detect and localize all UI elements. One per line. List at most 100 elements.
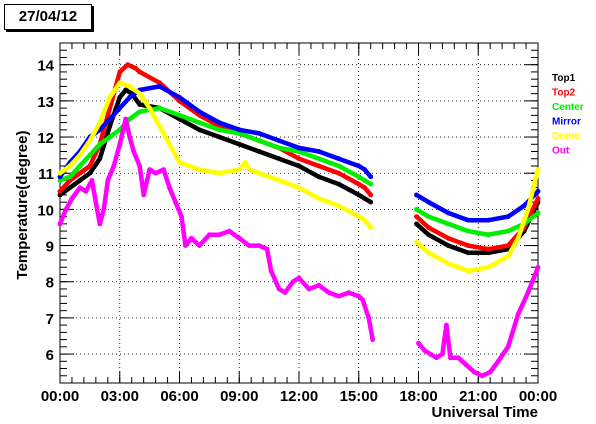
data-point-mirror bbox=[57, 174, 63, 180]
data-point-dome bbox=[77, 152, 83, 158]
data-point-center bbox=[276, 145, 282, 151]
data-point-center bbox=[414, 207, 419, 212]
data-point-out bbox=[256, 243, 262, 249]
data-point-top2 bbox=[107, 105, 113, 111]
data-point-out bbox=[282, 290, 288, 295]
data-point-center bbox=[368, 181, 374, 187]
x-tick-label: 12:00 bbox=[280, 388, 318, 405]
data-point-dome bbox=[57, 170, 63, 176]
data-point-out bbox=[117, 141, 123, 147]
data-point-center bbox=[505, 228, 511, 234]
data-point-out bbox=[346, 290, 352, 295]
data-point-center bbox=[57, 178, 63, 183]
data-point-out bbox=[161, 167, 167, 173]
data-point-dome bbox=[137, 91, 143, 96]
data-point-top1 bbox=[197, 127, 202, 133]
data-point-out bbox=[179, 214, 184, 220]
data-point-center bbox=[535, 210, 541, 216]
data-point-out bbox=[89, 178, 95, 183]
y-tick-label: 12 bbox=[37, 130, 54, 147]
series-line-center bbox=[57, 105, 373, 187]
data-point-mirror bbox=[336, 156, 342, 162]
data-point-mirror bbox=[256, 131, 262, 136]
data-point-out bbox=[444, 322, 449, 328]
data-point-top2 bbox=[133, 65, 139, 71]
x-tick-label: 09:00 bbox=[220, 388, 258, 405]
data-point-center bbox=[127, 116, 133, 122]
data-point-mirror bbox=[426, 199, 431, 205]
data-point-out bbox=[448, 355, 453, 361]
data-point-mirror bbox=[465, 217, 471, 223]
data-point-mirror bbox=[362, 167, 368, 173]
data-point-out bbox=[207, 232, 212, 238]
data-point-top1 bbox=[137, 102, 143, 107]
data-point-top1 bbox=[368, 199, 374, 205]
data-point-out bbox=[422, 348, 427, 353]
data-point-out bbox=[495, 358, 501, 364]
data-point-dome bbox=[246, 167, 252, 173]
data-point-out bbox=[487, 369, 493, 375]
data-point-dome bbox=[187, 163, 192, 169]
data-point-center bbox=[356, 174, 362, 180]
data-point-out bbox=[440, 351, 445, 357]
data-point-top2 bbox=[57, 188, 63, 194]
data-point-out bbox=[455, 355, 461, 361]
data-point-out bbox=[290, 279, 296, 285]
x-tick-label: 00:00 bbox=[41, 388, 79, 405]
data-point-top1 bbox=[216, 134, 222, 140]
data-point-out bbox=[63, 207, 69, 212]
data-point-out bbox=[77, 185, 83, 191]
data-point-out bbox=[57, 221, 63, 227]
data-point-out bbox=[105, 178, 111, 183]
y-tick-label: 11 bbox=[38, 166, 54, 183]
data-point-top1 bbox=[336, 181, 342, 187]
data-point-out bbox=[296, 275, 302, 281]
y-tick-label: 13 bbox=[37, 94, 54, 111]
data-point-out bbox=[137, 163, 143, 169]
data-point-center bbox=[485, 232, 491, 238]
data-point-mirror bbox=[117, 105, 123, 111]
data-point-top1 bbox=[296, 163, 302, 169]
series-line-mirror bbox=[414, 189, 541, 223]
legend-item-dome: Dome bbox=[552, 131, 580, 142]
data-point-top2 bbox=[362, 185, 368, 191]
x-tick-label: 00:00 bbox=[519, 388, 557, 405]
data-point-out bbox=[306, 286, 312, 292]
legend-item-top1: Top1 bbox=[552, 73, 576, 84]
data-point-out bbox=[463, 362, 469, 368]
data-point-out bbox=[264, 246, 270, 252]
data-point-top2 bbox=[535, 196, 541, 201]
data-point-dome bbox=[525, 207, 531, 212]
data-point-mirror bbox=[368, 174, 374, 180]
legend-item-mirror: Mirror bbox=[552, 117, 581, 128]
data-point-dome bbox=[157, 123, 163, 129]
data-point-mirror bbox=[535, 188, 541, 194]
data-point-top2 bbox=[446, 235, 451, 241]
data-point-dome bbox=[197, 167, 202, 173]
data-point-out bbox=[93, 199, 99, 205]
data-point-mirror bbox=[414, 192, 419, 198]
data-point-center bbox=[87, 152, 93, 158]
data-point-out bbox=[370, 337, 376, 342]
data-point-top1 bbox=[77, 178, 83, 183]
data-point-dome bbox=[177, 160, 182, 165]
data-point-top1 bbox=[356, 192, 362, 198]
data-point-mirror bbox=[107, 116, 113, 122]
legend-item-center: Center bbox=[552, 102, 584, 113]
data-point-mirror bbox=[236, 127, 242, 133]
data-point-center bbox=[157, 105, 163, 111]
data-point-top1 bbox=[362, 196, 368, 201]
data-point-top1 bbox=[414, 221, 419, 227]
data-point-center bbox=[216, 127, 222, 133]
data-point-top2 bbox=[77, 170, 83, 176]
data-point-out bbox=[525, 290, 531, 295]
data-point-top2 bbox=[87, 163, 93, 169]
data-point-top1 bbox=[426, 232, 431, 238]
data-point-dome bbox=[127, 84, 133, 89]
data-point-top2 bbox=[356, 181, 362, 187]
data-point-mirror bbox=[485, 217, 491, 223]
data-point-out bbox=[131, 149, 137, 154]
y-tick-label: 7 bbox=[46, 311, 54, 328]
data-point-mirror bbox=[177, 94, 182, 100]
